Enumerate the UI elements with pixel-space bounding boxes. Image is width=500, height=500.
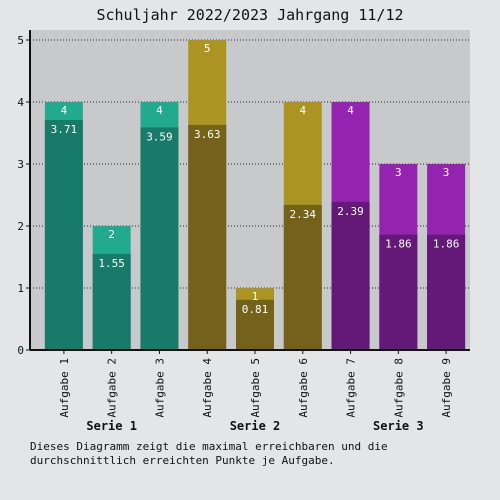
bar-avg — [379, 234, 418, 350]
x-tick-label: Aufgabe 5 — [249, 358, 262, 418]
y-tick-label: 2 — [17, 220, 24, 233]
bar-avg — [140, 127, 179, 350]
data-label-avg: 2.39 — [337, 205, 364, 218]
bar-avg — [331, 201, 370, 350]
bar-avg — [236, 299, 274, 350]
chart-caption: Dieses Diagramm zeigt die maximal erreic… — [30, 440, 388, 467]
bars — [44, 40, 466, 350]
data-label-avg: 2.34 — [290, 208, 317, 221]
y-tick-label: 0 — [17, 344, 24, 357]
data-label-avg: 0.81 — [242, 303, 269, 316]
data-label-max: 4 — [61, 104, 68, 117]
bar-avg — [427, 234, 466, 350]
data-label-avg: 3.63 — [194, 128, 221, 141]
data-label-avg: 1.55 — [98, 257, 125, 270]
x-tick-label: Aufgabe 4 — [201, 358, 214, 418]
x-tick-label: Aufgabe 1 — [58, 358, 71, 418]
data-label-max: 4 — [299, 104, 306, 117]
x-tick-label: Aufgabe 3 — [153, 358, 166, 418]
labels: 4 3.71 2 1.55 4 3.59 5 3.63 10.81 4 2.34 4 2.39 3 1.86… — [51, 42, 460, 433]
x-tick-label: Aufgabe 6 — [297, 358, 310, 418]
y-tick-label: 4 — [17, 96, 24, 109]
x-tick-label: Aufgabe 9 — [440, 358, 453, 418]
bar-avg — [283, 204, 322, 350]
bar-avg — [92, 253, 131, 350]
data-label-avg: 1.86 — [385, 238, 412, 251]
x-tick-label: Aufgabe 7 — [345, 358, 358, 418]
axes: 0 1 2 3 4 5 Aufgabe 1 Aufgabe 2 Aufgabe 3 Aufgabe… — [17, 30, 470, 418]
bar-avg — [44, 119, 83, 350]
data-label-max: 5 — [204, 42, 211, 55]
group-label: Serie 1 — [86, 419, 137, 433]
data-label-max: 2 — [108, 228, 115, 241]
data-label-max: 3 — [395, 166, 402, 179]
data-label-max: 4 — [156, 104, 163, 117]
group-label: Serie 3 — [373, 419, 424, 433]
data-label-avg: 3.71 — [51, 123, 78, 136]
y-tick-label: 3 — [17, 158, 24, 171]
y-tick-label: 5 — [17, 34, 24, 47]
chart-title: Schuljahr 2022/2023 Jahrgang 11/12 — [96, 6, 403, 24]
y-tick-label: 1 — [17, 282, 24, 295]
data-label-avg: 3.59 — [146, 130, 173, 143]
data-label-max: 1 — [252, 290, 259, 303]
data-label-max: 3 — [443, 166, 450, 179]
x-tick-label: Aufgabe 8 — [392, 358, 405, 418]
data-label-avg: 1.86 — [433, 238, 460, 251]
data-label-max: 4 — [347, 104, 354, 117]
group-label: Serie 2 — [230, 419, 281, 433]
x-tick-label: Aufgabe 2 — [106, 358, 119, 418]
bar-avg — [188, 124, 227, 350]
